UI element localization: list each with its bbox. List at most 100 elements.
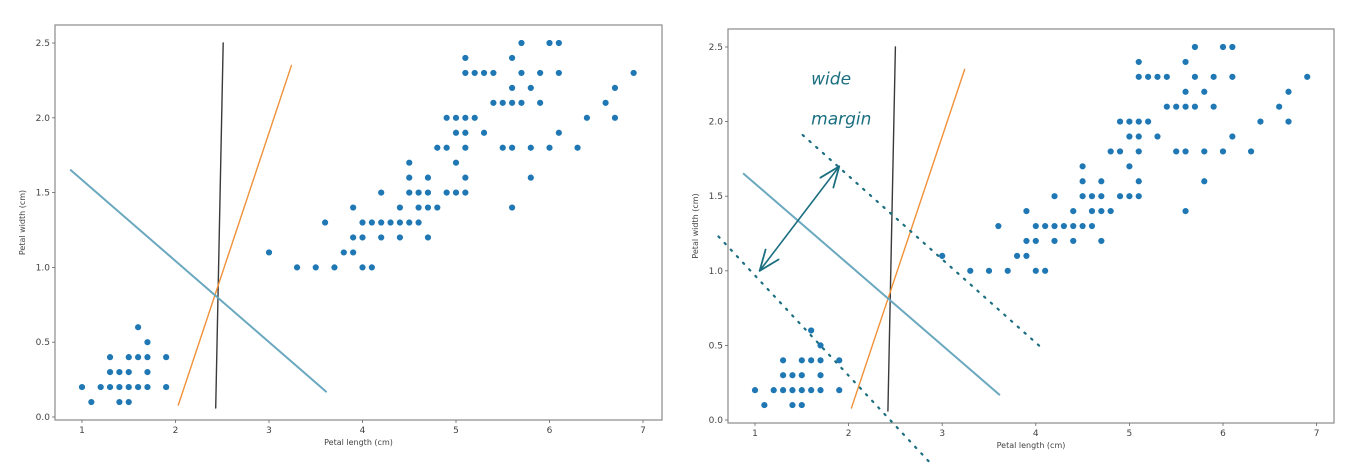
data-point	[1219, 43, 1227, 51]
data-point	[798, 386, 806, 394]
data-point	[377, 233, 385, 242]
data-point	[779, 386, 787, 394]
data-point	[452, 114, 460, 122]
data-point	[1163, 102, 1171, 111]
data-point	[1284, 88, 1293, 96]
data-point	[405, 173, 413, 182]
arrowhead-icon	[832, 165, 841, 189]
data-point	[461, 144, 470, 152]
data-point	[461, 188, 470, 197]
upper-margin-line	[801, 133, 1042, 348]
x-tick-label: 2	[846, 429, 852, 439]
data-point	[1106, 207, 1115, 215]
data-point	[489, 69, 498, 77]
data-point	[835, 356, 843, 365]
data-point	[293, 263, 301, 272]
data-point	[125, 353, 133, 361]
data-point	[349, 203, 357, 212]
data-point	[424, 233, 432, 242]
data-point	[1135, 192, 1143, 200]
data-point	[807, 386, 815, 394]
data-point	[573, 144, 582, 152]
data-point	[424, 203, 432, 212]
data-point	[1284, 117, 1293, 126]
data-point	[349, 248, 357, 257]
data-point	[1088, 222, 1096, 230]
data-point	[1032, 222, 1040, 230]
data-point	[1022, 237, 1031, 245]
data-point	[424, 173, 432, 182]
black-boundary-line	[887, 46, 897, 412]
data-point	[1004, 267, 1012, 275]
data-point	[835, 386, 843, 394]
data-point	[601, 99, 610, 107]
data-point	[751, 386, 759, 394]
data-point	[78, 383, 86, 391]
margin-arrow	[759, 165, 840, 272]
data-point	[1078, 222, 1087, 230]
data-point	[405, 218, 413, 227]
data-point	[134, 353, 142, 361]
data-point	[396, 203, 404, 212]
data-point	[405, 158, 413, 167]
x-tick-label: 4	[1033, 429, 1039, 439]
data-point	[1219, 147, 1227, 156]
data-point	[1153, 73, 1162, 81]
data-point	[1050, 222, 1059, 230]
data-point	[1191, 102, 1199, 111]
data-point	[1191, 43, 1199, 51]
data-point	[442, 114, 451, 122]
data-point	[788, 371, 797, 379]
data-point	[1228, 132, 1237, 141]
data-point	[1228, 73, 1237, 81]
data-point	[611, 84, 619, 92]
data-point	[1200, 147, 1208, 156]
left-scatter-plot: 1 2 3 4 5 6 7 0.0 0.5 1.0 1.5 2.0 2.5 Petal length (c…	[18, 24, 663, 447]
data-point	[1097, 237, 1106, 245]
data-point	[517, 99, 526, 107]
y-tick-label: 0.5	[709, 341, 723, 351]
data-point	[125, 368, 133, 376]
data-point	[358, 218, 367, 227]
arrowhead-icon	[819, 165, 841, 179]
data-point	[788, 401, 797, 409]
data-point	[461, 54, 470, 62]
data-point	[1144, 117, 1152, 126]
arrowhead-icon	[758, 258, 780, 272]
data-point	[816, 341, 825, 350]
data-point	[798, 371, 806, 379]
data-point	[1069, 237, 1077, 245]
data-point	[798, 356, 806, 365]
blue-boundary-line	[742, 172, 1001, 396]
data-point	[1069, 222, 1077, 230]
data-point	[143, 338, 152, 346]
y-tick-label: 1.5	[709, 192, 723, 202]
data-point	[321, 218, 329, 227]
y-tick-label: 1.0	[36, 263, 51, 273]
data-point	[442, 188, 451, 197]
x-tick-label: 6	[547, 426, 553, 436]
data-point	[760, 401, 769, 409]
data-point	[1181, 102, 1190, 111]
data-point	[1125, 162, 1134, 171]
orange-boundary-line	[177, 64, 293, 406]
data-point	[358, 263, 367, 272]
data-point	[1088, 207, 1096, 215]
data-point	[162, 353, 170, 361]
x-tick-label: 3	[939, 429, 945, 439]
data-point	[1032, 237, 1040, 245]
x-axis-label: Petal length (cm)	[997, 441, 1066, 450]
black-boundary-line	[215, 42, 224, 409]
x-tick-label: 7	[640, 426, 646, 436]
data-point	[433, 144, 441, 152]
annotation-wide: wide	[811, 69, 851, 89]
data-point	[312, 263, 320, 272]
data-point	[611, 114, 619, 122]
data-point	[115, 398, 124, 406]
data-point	[527, 144, 535, 152]
data-point	[1097, 207, 1106, 215]
data-point	[115, 368, 124, 376]
data-point	[405, 188, 413, 197]
y-tick-label: 1.0	[709, 267, 724, 277]
data-point	[1135, 58, 1143, 66]
